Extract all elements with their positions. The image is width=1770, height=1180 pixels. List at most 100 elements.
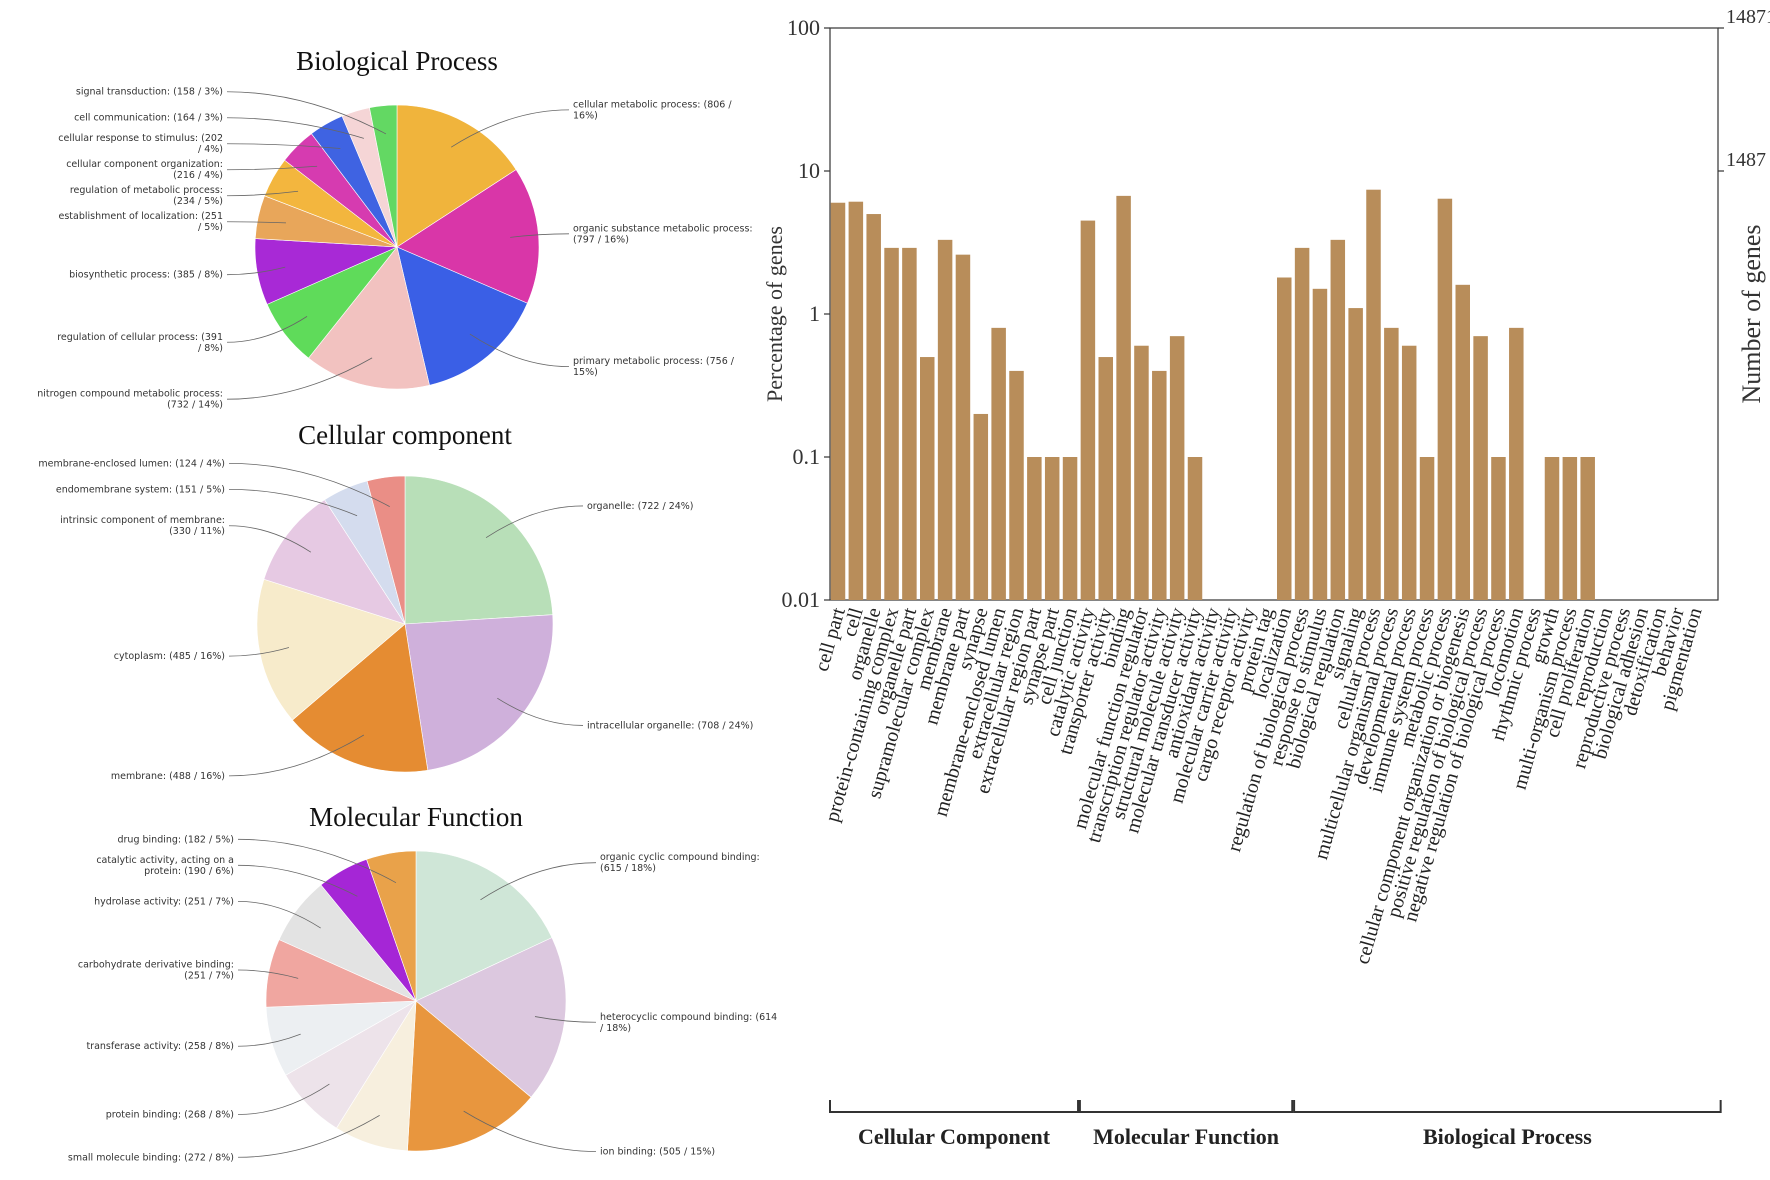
bar	[848, 201, 864, 601]
bar	[955, 254, 971, 600]
pie-slice-label: transferase activity: (258 / 8%)	[86, 1041, 234, 1052]
pie-leader-line	[237, 1083, 330, 1115]
bar	[1044, 457, 1060, 600]
pie-leader-line	[237, 900, 321, 929]
pie-slice-label: organic substance metabolic process: (797…	[573, 223, 753, 245]
pie-chart-3: Molecular Function organic cyclic compoun…	[68, 802, 777, 1163]
bar	[1384, 327, 1399, 600]
pie-leader-line	[226, 91, 387, 135]
pie-slice-label: cellular metabolic process: (806 /16%)	[573, 99, 732, 121]
group-bracket	[1078, 1100, 1294, 1113]
pie-slice-label: ion binding: (505 / 15%)	[600, 1146, 715, 1157]
pie-leader-line	[237, 864, 358, 897]
bar	[973, 413, 989, 600]
pie-chart-1: Biological Process cellular metabolic pro…	[37, 46, 752, 411]
pie-slice	[415, 850, 553, 1002]
pie-leader-line	[226, 266, 286, 276]
pie-leader-line	[450, 109, 570, 148]
bar	[866, 214, 881, 600]
pie-leader-line	[226, 143, 341, 149]
pie-slice-label: intracellular organelle: (708 / 24%)	[587, 720, 753, 731]
pie-slice-label: cellular component organization: (216 / 4…	[66, 159, 223, 181]
pie-slice-label: regulation of cellular process: (391/ 8%…	[57, 332, 223, 354]
pie-slice-label: biosynthetic process: (385 / 8%)	[69, 270, 223, 281]
pie-slice	[404, 475, 554, 625]
pie-leader-line	[226, 165, 318, 171]
pie-leader-line	[497, 697, 584, 726]
bar	[1134, 345, 1149, 600]
pie-slice-label: membrane-enclosed lumen: (124 / 4%)	[38, 458, 225, 469]
pie-slice-label: regulation of metabolic process: (234 / 5…	[70, 185, 223, 207]
group-bracket	[1293, 1100, 1722, 1113]
pie-leader-line	[534, 1016, 597, 1023]
pie-slice-label: carbohydrate derivative binding: (251 / 7…	[78, 960, 234, 982]
pie-slice	[366, 850, 417, 1002]
pie-slice-label: cytoplasm: (485 / 16%)	[114, 651, 225, 662]
pie-slice-label: catalytic activity, acting on a protein: …	[96, 855, 234, 877]
bar	[1312, 288, 1328, 600]
pie-slice-label: membrane: (488 / 16%)	[111, 771, 225, 782]
pie-leader-line	[226, 221, 287, 224]
pie-leader-line	[485, 505, 584, 539]
bar	[1491, 457, 1506, 600]
bar	[1187, 457, 1203, 600]
pie-leader-line	[226, 357, 373, 400]
pie-slice	[396, 246, 528, 386]
pie-leader-line	[226, 117, 364, 139]
pie-slice	[256, 578, 406, 721]
pie-slice-label: endomembrane system: (151 / 5%)	[56, 484, 225, 495]
pie-leader-line	[228, 525, 312, 553]
bar	[1152, 370, 1167, 600]
pie-slice-label: drug binding: (182 / 5%)	[118, 834, 235, 845]
y-tick-label: 1	[809, 301, 820, 326]
y-axis-label: Percentage of genes	[762, 226, 787, 402]
pie-leader-line	[237, 969, 299, 979]
bar	[937, 239, 953, 600]
bar	[1294, 247, 1310, 601]
bar	[902, 247, 917, 601]
pie-leader-line	[228, 734, 365, 777]
pie-slice-label: establishment of localization: (251/ 5%)	[58, 211, 223, 233]
pie-slice-label: heterocyclic compound binding: (614/ 18%…	[600, 1012, 777, 1034]
y-tick-label: 10	[798, 158, 820, 183]
pie-slice	[369, 104, 398, 248]
group-bracket	[829, 1100, 1080, 1113]
pie-slice-label: protein binding: (268 / 8%)	[106, 1110, 234, 1121]
bar	[1027, 457, 1042, 600]
pie-leader-line	[228, 462, 390, 507]
bar	[1116, 195, 1131, 600]
pie-slice	[308, 246, 430, 390]
pie-slice-label: cell communication: (164 / 3%)	[74, 113, 223, 124]
y-tick-label: 100	[787, 15, 820, 40]
bar	[1580, 457, 1595, 600]
bar	[991, 327, 1006, 600]
bar	[1330, 239, 1346, 600]
pie-slice	[263, 499, 406, 625]
pie-labels: organic cyclic compound binding: (615 / 1…	[68, 834, 777, 1163]
pie-slice-label: organic cyclic compound binding: (615 / 1…	[600, 852, 760, 874]
bar	[1473, 336, 1488, 600]
pie-chart-2: Cellular component organelle: (722 / 24%)…	[38, 420, 753, 782]
pie-leader-line	[480, 862, 597, 901]
bar	[1348, 308, 1363, 600]
pie-title: Biological Process	[296, 46, 498, 76]
bar	[1509, 327, 1524, 600]
bar	[1366, 189, 1381, 600]
pie-slice	[396, 104, 517, 248]
pie-leader-line	[228, 647, 290, 657]
pie-leader-line	[463, 1110, 597, 1152]
pie-labels: organelle: (722 / 24%) intracellular orga…	[38, 458, 753, 782]
pie-leader-line	[237, 1033, 301, 1047]
right-axis-label: Number of genes	[1737, 224, 1766, 403]
bar	[1080, 220, 1096, 600]
bar	[1562, 457, 1578, 600]
bar	[1544, 457, 1560, 600]
bar	[1401, 345, 1417, 600]
pie-slice-label: signal transduction: (158 / 3%)	[76, 87, 223, 98]
pie-slices	[254, 104, 540, 390]
bar	[1062, 457, 1078, 600]
pie-slice-label: organelle: (722 / 24%)	[587, 501, 694, 512]
